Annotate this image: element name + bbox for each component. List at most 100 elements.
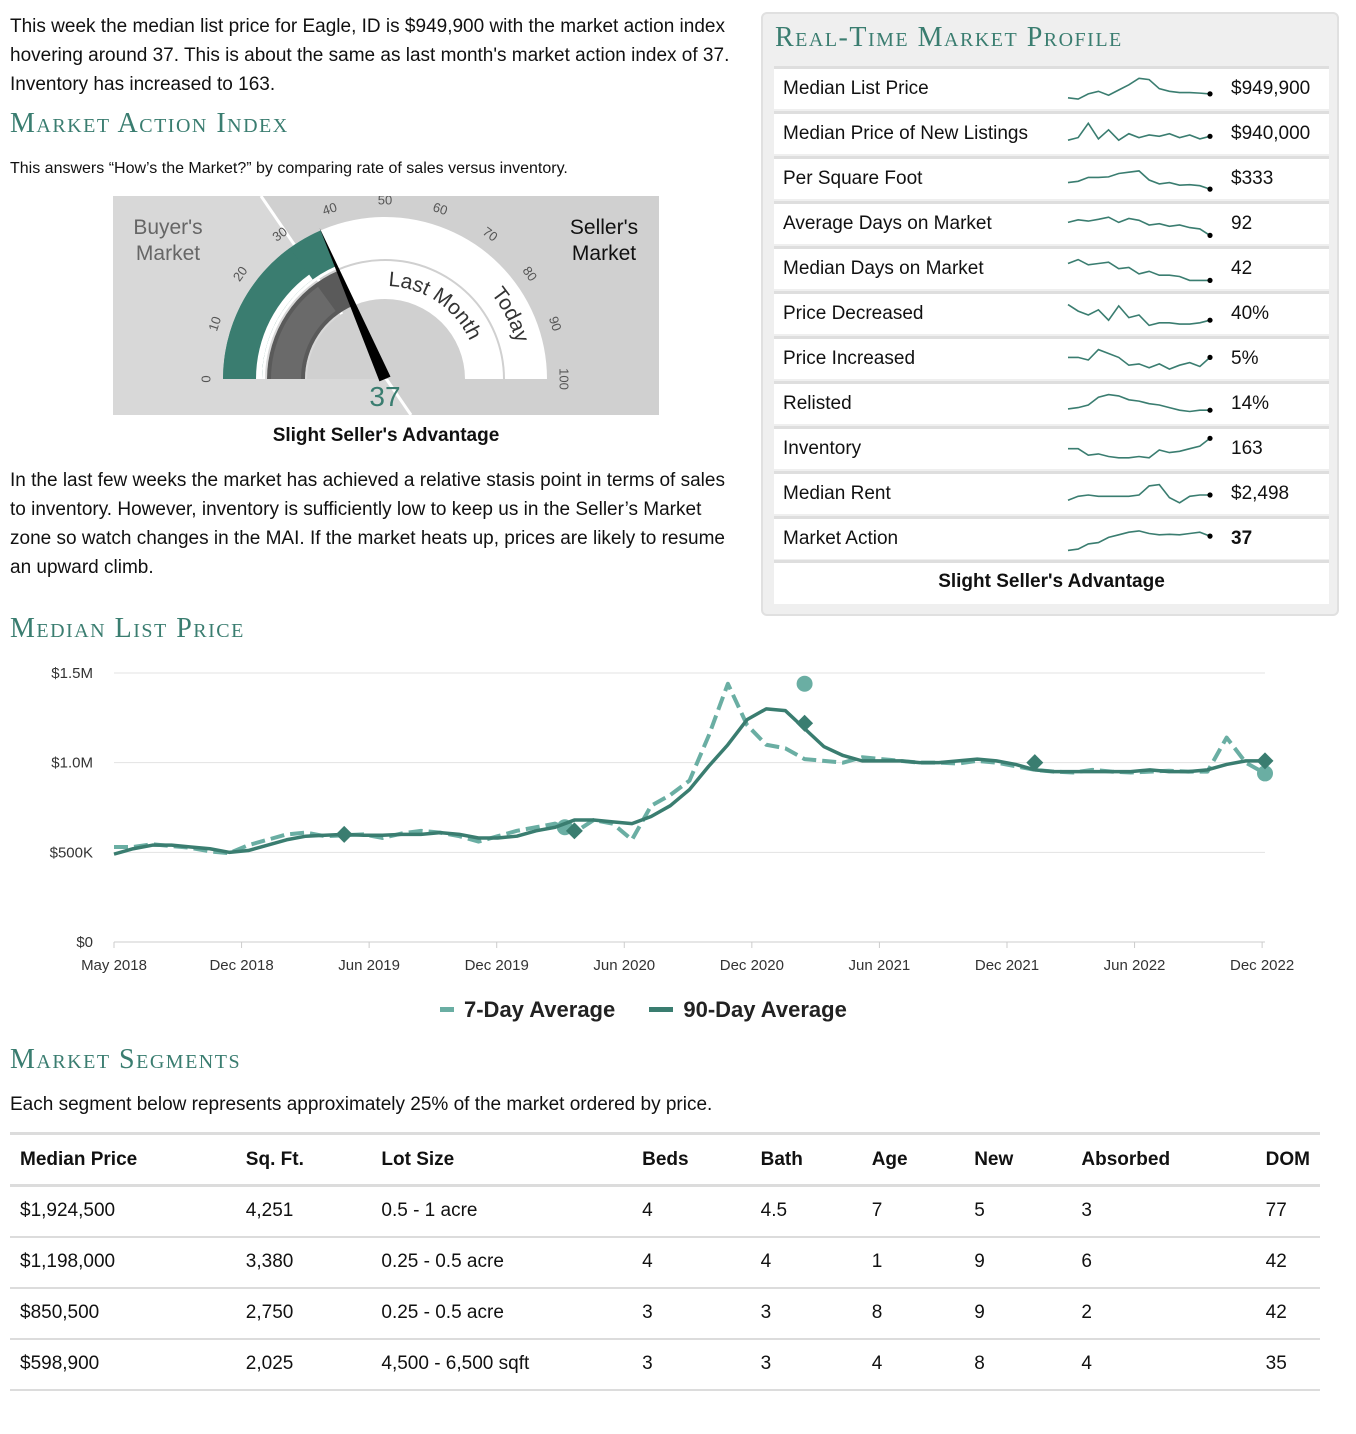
sparkline-path (1067, 530, 1211, 552)
column-header[interactable]: Sq. Ft. (235, 1132, 372, 1187)
y-tick-label: $1.5M (51, 665, 93, 682)
intro-paragraph: This week the median list price for Eagl… (10, 16, 730, 95)
legend-7-day[interactable]: 7-Day Average (440, 997, 615, 1023)
table-cell: 4,251 (235, 1185, 372, 1238)
table-cell: 1 (861, 1237, 965, 1289)
profile-row-label: Median List Price (783, 78, 929, 99)
column-header[interactable]: Lot Size (371, 1132, 633, 1187)
profile-row-value: 5% (1231, 348, 1259, 369)
x-tick-label: Dec 2020 (720, 957, 784, 974)
profile-row: Average Days on Market 92 (774, 201, 1329, 244)
profile-row-sparkline (1067, 258, 1213, 283)
table-cell: $1,198,000 (10, 1237, 236, 1289)
chart-legend: 7-Day Average 90-Day Average (440, 992, 875, 1023)
column-header[interactable]: Age (861, 1132, 965, 1187)
y-tick-label: $500K (50, 844, 93, 861)
table-cell: 4 (632, 1185, 751, 1238)
sparkline-endpoint (1207, 232, 1213, 238)
gauge-tick-label: 30 (269, 224, 290, 245)
gauge-caption: Slight Seller's Advantage (272, 425, 500, 446)
column-header[interactable]: New (964, 1132, 1072, 1187)
table-cell: 2 (1071, 1288, 1256, 1340)
gauge-needle (319, 227, 391, 382)
profile-row-sparkline (1067, 393, 1213, 413)
median-list-price-title: Median List Price (10, 613, 245, 644)
last-month-arc-buyer (271, 286, 336, 379)
series-line-90-day (113, 707, 1265, 856)
gauge-hub (307, 301, 463, 379)
profile-row-label: Median Price of New Listings (783, 123, 1028, 144)
table-cell: 3,380 (235, 1237, 372, 1289)
sparkline-path (1067, 121, 1211, 142)
sparkline-endpoint (1207, 407, 1213, 413)
table-cell: 3 (750, 1339, 862, 1391)
table-row: $1,924,500 4,251 0.5 - 1 acre 4 4.5 7 5 3 77 (10, 1185, 1320, 1238)
column-header[interactable]: Median Price (10, 1132, 236, 1187)
profile-row-label: Median Rent (783, 483, 891, 504)
x-tick-label: May 2018 (81, 957, 147, 974)
series-marker-90-day (1256, 752, 1274, 770)
gauge-tick-label: 50 (378, 196, 392, 207)
gauge-tick-label: 0 (198, 375, 213, 382)
sparkline-endpoint (1207, 533, 1213, 539)
sparkline-endpoint (1207, 133, 1213, 139)
x-tick-label: Dec 2021 (975, 957, 1039, 974)
column-header[interactable]: DOM (1255, 1132, 1320, 1187)
profile-row-sparkline (1067, 121, 1213, 142)
column-header[interactable]: Absorbed (1071, 1132, 1256, 1187)
profile-row-value: 40% (1231, 303, 1270, 324)
sparkline-path (1067, 393, 1210, 413)
sparkline-path (1067, 303, 1211, 327)
table-cell: 6 (1071, 1237, 1256, 1289)
profile-row: Median Price of New Listings $940,000 (774, 111, 1329, 154)
profile-row-sparkline (1068, 435, 1213, 459)
table-cell: 2,025 (235, 1339, 372, 1391)
sparkline-path (1067, 483, 1210, 504)
profile-row-label: Price Increased (783, 348, 916, 369)
gauge-tick-label: 60 (431, 199, 449, 218)
profile-row-value: 37 (1231, 528, 1253, 549)
table-cell: 4 (750, 1237, 862, 1289)
profile-row-value: $940,000 (1231, 123, 1311, 144)
sellers-market-label-1: Seller's (570, 216, 638, 239)
sellers-market-label-2: Market (572, 242, 636, 265)
legend-7-day-label: 7-Day Average (464, 996, 616, 1022)
x-tick-label: Jun 2021 (849, 957, 911, 974)
series-marker-7-day (796, 675, 813, 692)
profile-row-value: $2,498 (1231, 483, 1290, 504)
table-cell: 4.5 (750, 1185, 862, 1238)
sparkline-path (1067, 258, 1210, 282)
profile-row-label: Market Action (783, 528, 899, 549)
market-action-gauge: 0 10 20 30 40 50 60 70 80 90 100 Buyer's Market Se… (113, 196, 659, 415)
column-header[interactable]: Bath (750, 1132, 862, 1187)
profile-row-value: $333 (1231, 168, 1274, 189)
sparkline-endpoint (1207, 277, 1213, 283)
profile-row: Price Decreased 40% (774, 291, 1329, 334)
table-cell: $598,900 (10, 1339, 236, 1391)
segments-subtitle: Each segment below represents approximat… (10, 1094, 713, 1115)
series-marker-90-day (335, 825, 353, 843)
profile-row-value: 42 (1231, 258, 1253, 279)
table-cell: 7 (861, 1185, 965, 1238)
mai-subtitle: This answers “How’s the Market?” by comp… (10, 160, 568, 177)
series-marker-7-day (1257, 765, 1273, 782)
profile-row-sparkline (1067, 216, 1213, 238)
table-row: $850,500 2,750 0.25 - 0.5 acre 3 3 8 9 2 42 (10, 1288, 1320, 1340)
profile-title: Real-Time Market Profile (775, 22, 1123, 53)
profile-row: Market Action 37 (774, 516, 1329, 559)
table-cell: 2,750 (235, 1288, 372, 1340)
table-row: $598,900 2,025 4,500 - 6,500 sqft 3 3 4 8 4 35 (10, 1339, 1320, 1391)
legend-90-day-swatch (649, 1007, 674, 1012)
table-cell: 3 (632, 1339, 751, 1391)
column-header[interactable]: Beds (632, 1132, 751, 1187)
mai-body: In the last few weeks the market has ach… (10, 470, 725, 578)
table-cell: 9 (964, 1237, 1072, 1289)
table-cell: 4,500 - 6,500 sqft (371, 1339, 633, 1391)
legend-7-day-swatch (440, 1007, 454, 1012)
gauge-tick-label: 40 (320, 199, 338, 218)
table-cell: 42 (1255, 1237, 1320, 1289)
sparkline-endpoint (1207, 91, 1213, 97)
sparkline-endpoint (1207, 435, 1213, 441)
x-tick-label: Jun 2019 (338, 957, 400, 974)
legend-90-day[interactable]: 90-Day Average (649, 997, 847, 1023)
